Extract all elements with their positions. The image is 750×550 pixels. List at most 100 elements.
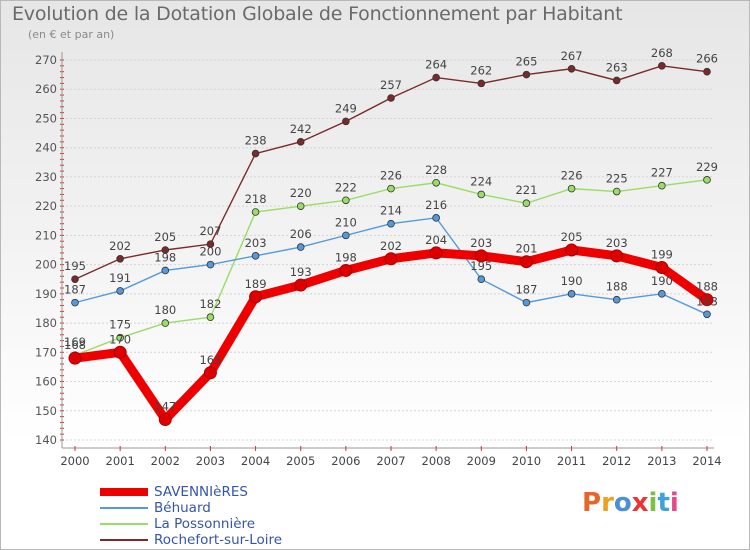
data-point [477, 190, 486, 199]
data-label: 216 [425, 198, 447, 212]
data-label: 198 [154, 250, 176, 264]
data-point [432, 178, 440, 187]
x-tick-label: 2011 [557, 454, 586, 468]
data-point [522, 298, 531, 307]
data-label: 191 [109, 271, 131, 285]
data-label: 195 [64, 259, 86, 273]
y-tick-label: 230 [35, 170, 57, 184]
data-point [158, 413, 172, 427]
data-label: 147 [154, 400, 176, 414]
x-tick-label: 2000 [60, 454, 89, 468]
data-point [384, 252, 398, 266]
x-tick-label: 2010 [512, 454, 541, 468]
data-label: 202 [380, 239, 402, 253]
data-point [206, 313, 215, 322]
x-tick-label: 2004 [241, 454, 270, 468]
x-tick-label: 2005 [286, 454, 315, 468]
data-label: 210 [335, 215, 357, 229]
data-point [342, 117, 350, 126]
x-tick-label: 2007 [376, 454, 405, 468]
data-point [432, 73, 440, 82]
data-point [567, 290, 576, 298]
x-tick-label: 2012 [602, 454, 631, 468]
data-label: 169 [64, 335, 86, 349]
data-label: 242 [290, 122, 312, 136]
data-label: 203 [470, 236, 492, 250]
legend-swatch [100, 539, 148, 541]
legend-label: La Possonnière [154, 516, 256, 532]
data-label: 180 [154, 303, 176, 317]
data-point [116, 287, 124, 295]
y-tick-label: 220 [35, 199, 57, 213]
data-point [612, 187, 621, 196]
y-tick-label: 180 [35, 316, 57, 330]
data-point [655, 261, 669, 275]
legend-swatch [100, 488, 148, 496]
data-label: 187 [64, 283, 86, 297]
data-label: 263 [606, 60, 628, 74]
y-tick-label: 260 [35, 82, 57, 96]
y-tick-label: 270 [35, 53, 57, 67]
data-point [567, 184, 576, 193]
logo-letter: i [669, 488, 679, 518]
data-label: 168 [64, 338, 86, 352]
data-label: 228 [425, 163, 447, 177]
x-tick-label: 2008 [422, 454, 451, 468]
data-point [249, 290, 263, 304]
data-label: 200 [199, 245, 221, 259]
data-point [612, 76, 621, 85]
data-point [116, 254, 124, 263]
data-label: 262 [470, 63, 492, 77]
data-point [612, 295, 621, 304]
data-label: 195 [470, 259, 492, 273]
data-label: 227 [651, 166, 673, 180]
y-tick-label: 170 [35, 345, 57, 359]
y-tick-label: 150 [35, 404, 57, 418]
data-point [387, 184, 395, 193]
data-point [703, 176, 711, 184]
data-point [387, 219, 395, 228]
logo-letter: o [613, 488, 632, 518]
data-point [71, 275, 79, 284]
data-point [387, 94, 395, 102]
data-point [658, 181, 666, 190]
x-tick-label: 2014 [692, 454, 721, 468]
x-tick-label: 2013 [647, 454, 676, 468]
data-point [251, 208, 260, 216]
data-label: 204 [425, 233, 447, 247]
data-point [703, 67, 711, 76]
data-point [339, 263, 353, 277]
y-tick-label: 140 [35, 433, 57, 447]
data-label: 218 [245, 192, 267, 206]
data-point [658, 62, 666, 70]
data-point [610, 249, 624, 263]
data-point [113, 345, 127, 359]
data-label: 175 [109, 318, 131, 332]
x-tick-label: 2002 [151, 454, 180, 468]
chart-subtitle: (en € et par an) [28, 28, 115, 41]
data-label: 229 [696, 160, 718, 174]
data-point [203, 366, 217, 380]
data-point [251, 252, 260, 260]
data-point [296, 243, 305, 251]
data-label: 205 [561, 230, 583, 244]
data-point [477, 79, 486, 88]
data-point [700, 293, 714, 307]
data-label: 182 [199, 297, 221, 311]
data-point [206, 260, 215, 269]
data-point [161, 246, 170, 254]
data-point [68, 351, 82, 365]
logo-letter: P [582, 488, 602, 518]
data-label: 203 [245, 236, 267, 250]
data-point [116, 333, 124, 342]
data-label: 265 [515, 55, 537, 69]
legend-swatch [100, 507, 148, 509]
data-point [161, 319, 170, 327]
y-tick-label: 200 [35, 258, 57, 272]
data-label: 267 [561, 49, 583, 63]
data-label: 170 [109, 332, 131, 346]
data-label: 226 [561, 169, 583, 183]
data-label: 238 [245, 134, 267, 148]
